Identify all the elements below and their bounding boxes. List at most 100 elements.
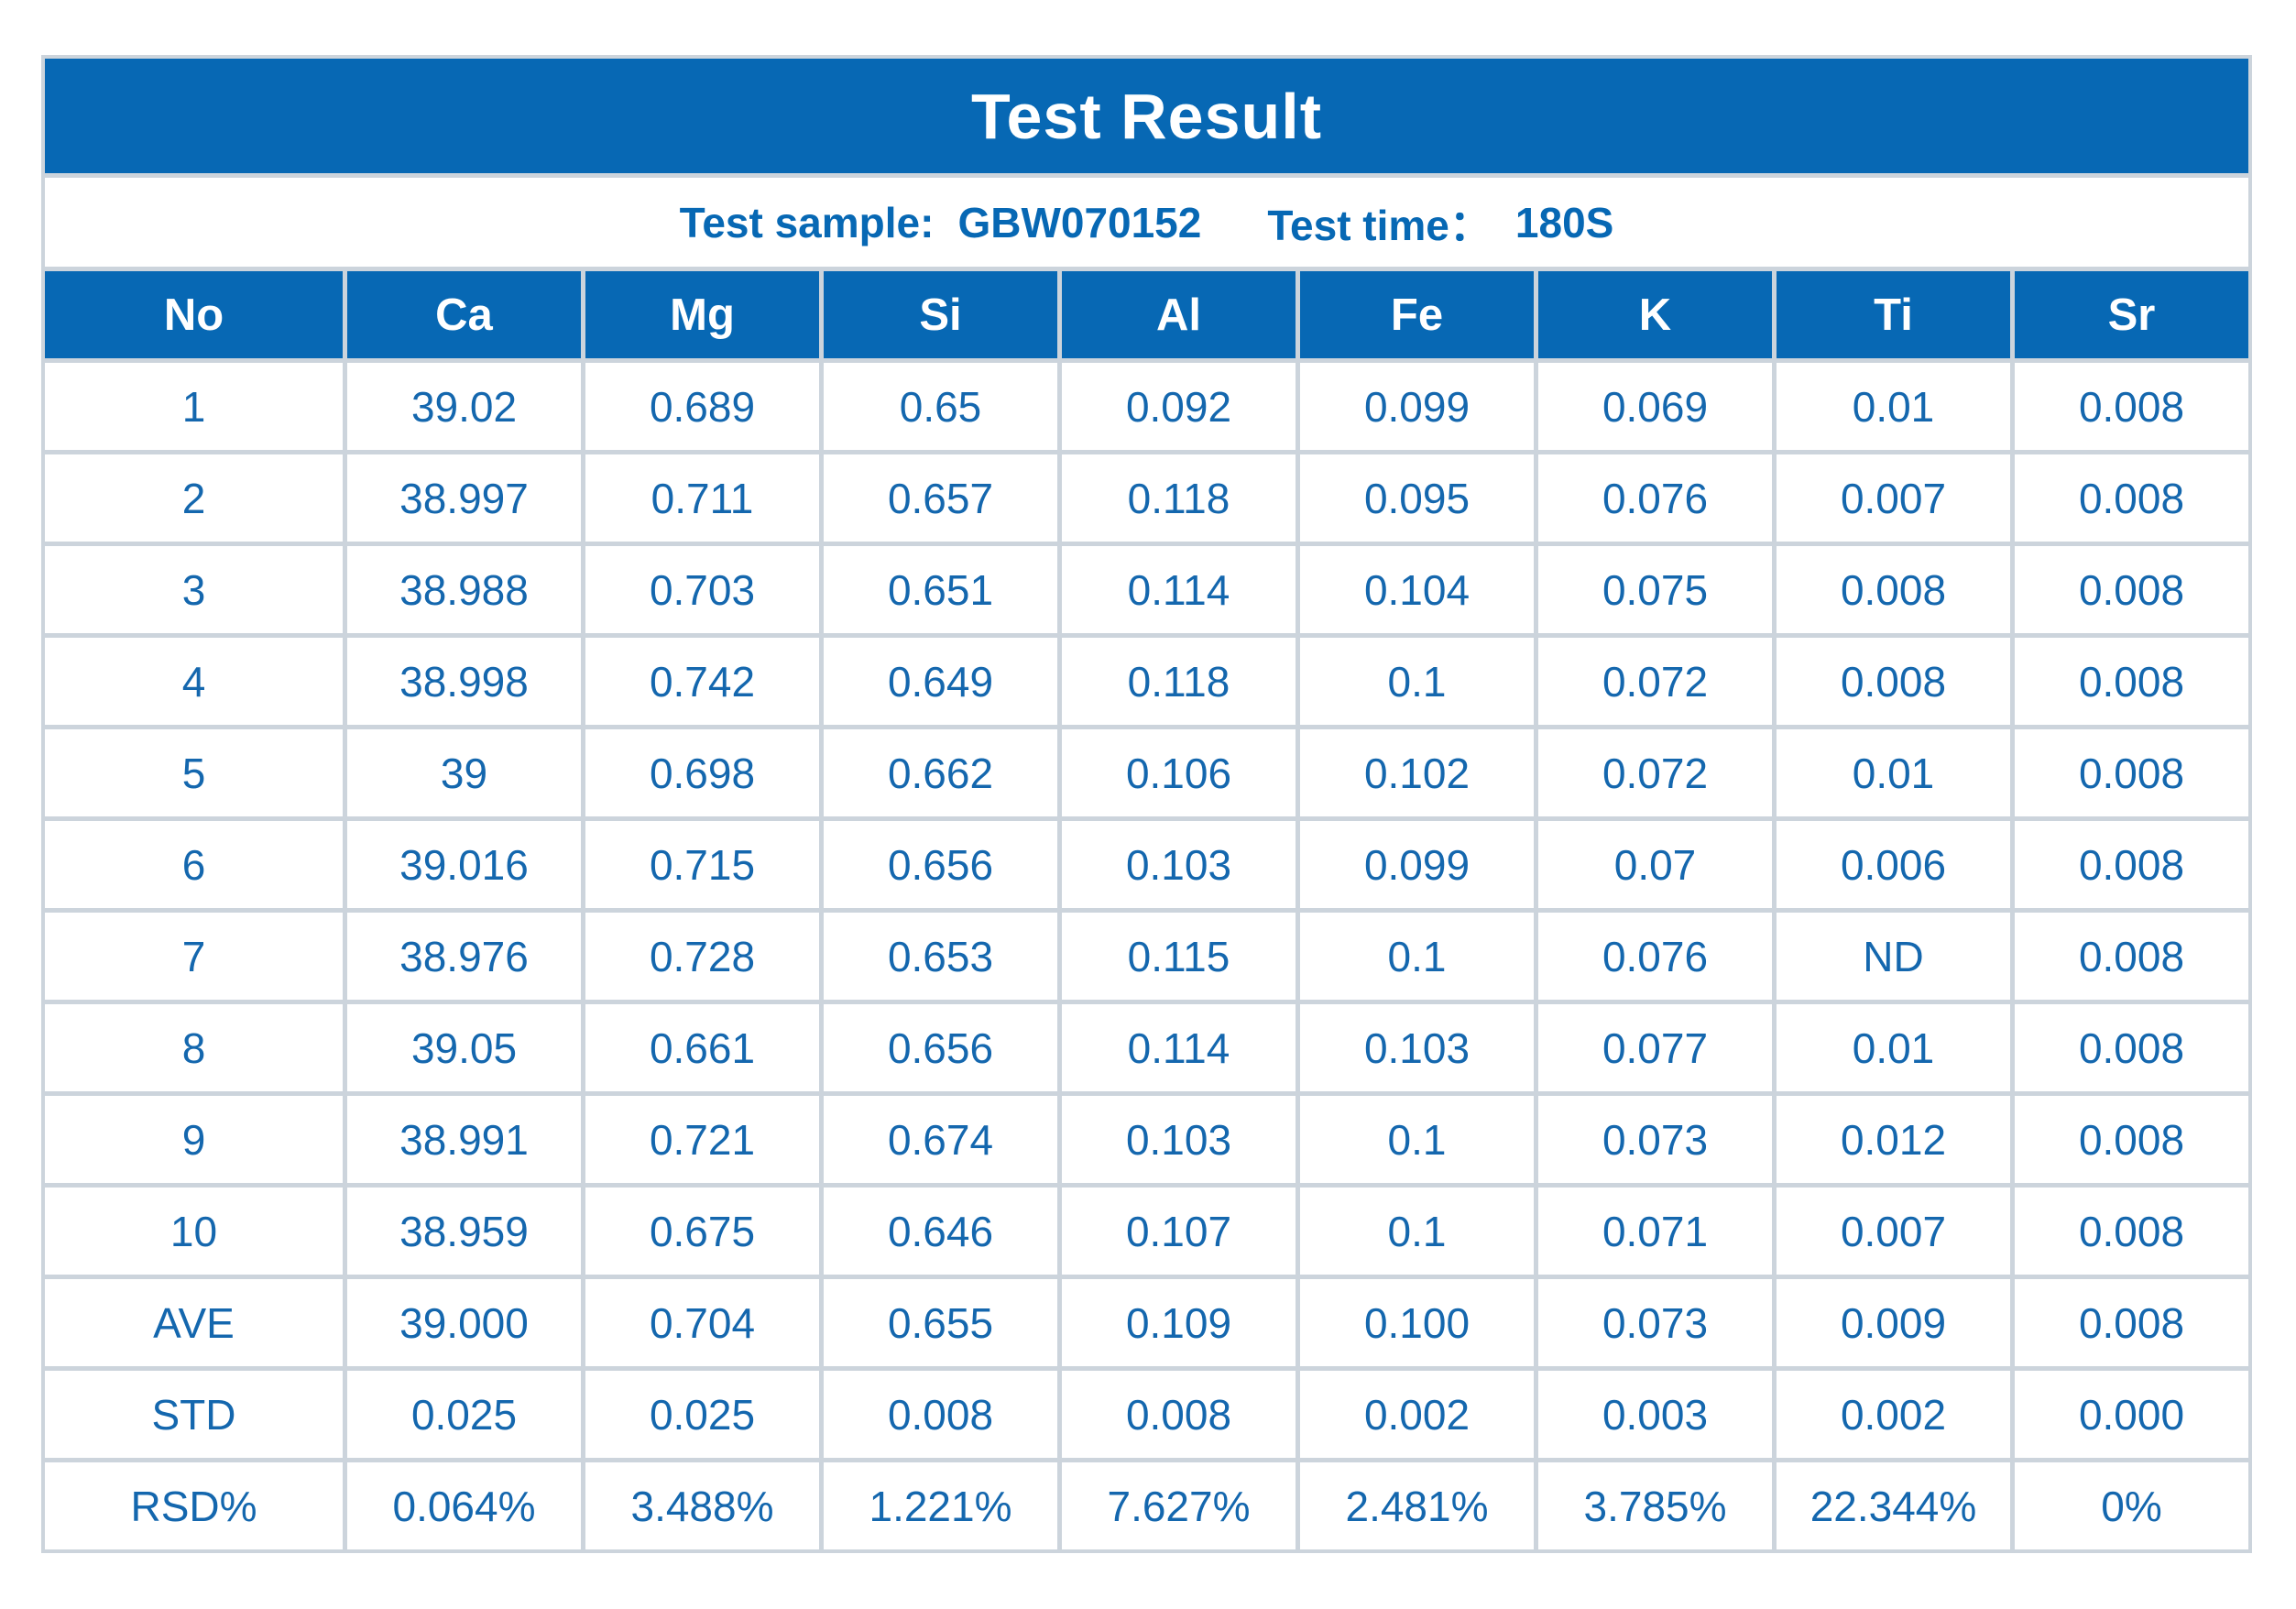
row-label: 4 xyxy=(45,638,343,725)
table-cell: 0.656 xyxy=(824,821,1057,908)
test-result-card: Test Result Test sample: GBW070152 Test ti… xyxy=(41,55,2252,1553)
table-cell: 0.103 xyxy=(1062,821,1296,908)
table-cell: 0.003 xyxy=(1538,1371,1772,1458)
column-header-ti: Ti xyxy=(1777,271,2010,358)
table-cell: 0.075 xyxy=(1538,546,1772,633)
table-cell: 3.785% xyxy=(1538,1462,1772,1549)
page-title: Test Result xyxy=(970,80,1323,152)
table-cell: 38.976 xyxy=(347,913,581,1000)
table-cell: 0.107 xyxy=(1062,1188,1296,1275)
table-cell: 0.009 xyxy=(1777,1279,2010,1366)
table-cell: 0.000 xyxy=(2015,1371,2248,1458)
row-label: 2 xyxy=(45,454,343,542)
table-cell: 0.742 xyxy=(585,638,819,725)
table-cell: 0.118 xyxy=(1062,638,1296,725)
column-header-al: Al xyxy=(1062,271,1296,358)
table-cell: 0.07 xyxy=(1538,821,1772,908)
table-cell: 38.998 xyxy=(347,638,581,725)
table-cell: 0.1 xyxy=(1300,1188,1534,1275)
table-cell: 0.01 xyxy=(1777,1004,2010,1091)
column-header-fe: Fe xyxy=(1300,271,1534,358)
table-cell: 0.008 xyxy=(2015,1004,2248,1091)
table-cell: 0.728 xyxy=(585,913,819,1000)
table-cell: 0.072 xyxy=(1538,729,1772,816)
table-cell: 0.104 xyxy=(1300,546,1534,633)
column-header-ca: Ca xyxy=(347,271,581,358)
column-header-sr: Sr xyxy=(2015,271,2248,358)
table-cell: 2.481% xyxy=(1300,1462,1534,1549)
table-cell: 0.008 xyxy=(2015,1279,2248,1366)
table-cell: 0.649 xyxy=(824,638,1057,725)
table-cell: ND xyxy=(1777,913,2010,1000)
table-cell: 0.071 xyxy=(1538,1188,1772,1275)
title-bar: Test Result xyxy=(45,59,2248,173)
table-cell: 0.008 xyxy=(1777,546,2010,633)
table-cell: 38.997 xyxy=(347,454,581,542)
table-cell: 39.02 xyxy=(347,363,581,450)
table-cell: 0.103 xyxy=(1300,1004,1534,1091)
table-cell: 0.025 xyxy=(585,1371,819,1458)
table-cell: 0.025 xyxy=(347,1371,581,1458)
table-cell: 0.715 xyxy=(585,821,819,908)
table-cell: 7.627% xyxy=(1062,1462,1296,1549)
table-cell: 0.711 xyxy=(585,454,819,542)
table-cell: 0.069 xyxy=(1538,363,1772,450)
table-cell: 0.064% xyxy=(347,1462,581,1549)
test-sample-label: Test sample: xyxy=(679,198,935,246)
table-cell: 0.106 xyxy=(1062,729,1296,816)
table-cell: 22.344% xyxy=(1777,1462,2010,1549)
table-cell: 0.102 xyxy=(1300,729,1534,816)
table-cell: 38.959 xyxy=(347,1188,581,1275)
table-cell: 39 xyxy=(347,729,581,816)
table-cell: 1.221% xyxy=(824,1462,1057,1549)
table-cell: 0.703 xyxy=(585,546,819,633)
table-cell: 0.01 xyxy=(1777,729,2010,816)
table-cell: 0.008 xyxy=(2015,1096,2248,1183)
table-cell: 0.651 xyxy=(824,546,1057,633)
table-cell: 0.095 xyxy=(1300,454,1534,542)
table-cell: 0.008 xyxy=(2015,454,2248,542)
row-label: 10 xyxy=(45,1188,343,1275)
table-cell: 0.008 xyxy=(2015,638,2248,725)
row-label: 6 xyxy=(45,821,343,908)
table-cell: 0.115 xyxy=(1062,913,1296,1000)
table-cell: 0.1 xyxy=(1300,913,1534,1000)
test-sample-value: GBW070152 xyxy=(957,198,1202,246)
table-cell: 0.1 xyxy=(1300,638,1534,725)
table-cell: 0.076 xyxy=(1538,913,1772,1000)
table-cell: 0.675 xyxy=(585,1188,819,1275)
table-cell: 0.002 xyxy=(1300,1371,1534,1458)
table-cell: 39.000 xyxy=(347,1279,581,1366)
table-cell: 0.656 xyxy=(824,1004,1057,1091)
table-cell: 0.100 xyxy=(1300,1279,1534,1366)
table-cell: 0.077 xyxy=(1538,1004,1772,1091)
table-cell: 0.65 xyxy=(824,363,1057,450)
table-cell: 0.103 xyxy=(1062,1096,1296,1183)
table-cell: 0.008 xyxy=(2015,913,2248,1000)
table-cell: 0.109 xyxy=(1062,1279,1296,1366)
table-cell: 0.689 xyxy=(585,363,819,450)
table-cell: 0.653 xyxy=(824,913,1057,1000)
table-cell: 0.008 xyxy=(2015,821,2248,908)
table-cell: 0.008 xyxy=(824,1371,1057,1458)
table-cell: 0.646 xyxy=(824,1188,1057,1275)
row-label: 3 xyxy=(45,546,343,633)
row-label: RSD% xyxy=(45,1462,343,1549)
table-cell: 0.661 xyxy=(585,1004,819,1091)
table-cell: 0.007 xyxy=(1777,454,2010,542)
table-cell: 0.698 xyxy=(585,729,819,816)
table-cell: 0.073 xyxy=(1538,1096,1772,1183)
table-cell: 0.662 xyxy=(824,729,1057,816)
table-cell: 0.002 xyxy=(1777,1371,2010,1458)
table-cell: 0.721 xyxy=(585,1096,819,1183)
table-cell: 0.008 xyxy=(1777,638,2010,725)
table-cell: 0.099 xyxy=(1300,363,1534,450)
table-cell: 0.674 xyxy=(824,1096,1057,1183)
table-cell: 0.012 xyxy=(1777,1096,2010,1183)
table-cell: 38.988 xyxy=(347,546,581,633)
table-cell: 0.114 xyxy=(1062,1004,1296,1091)
row-label: 8 xyxy=(45,1004,343,1091)
table-cell: 0.008 xyxy=(2015,1188,2248,1275)
table-cell: 39.05 xyxy=(347,1004,581,1091)
